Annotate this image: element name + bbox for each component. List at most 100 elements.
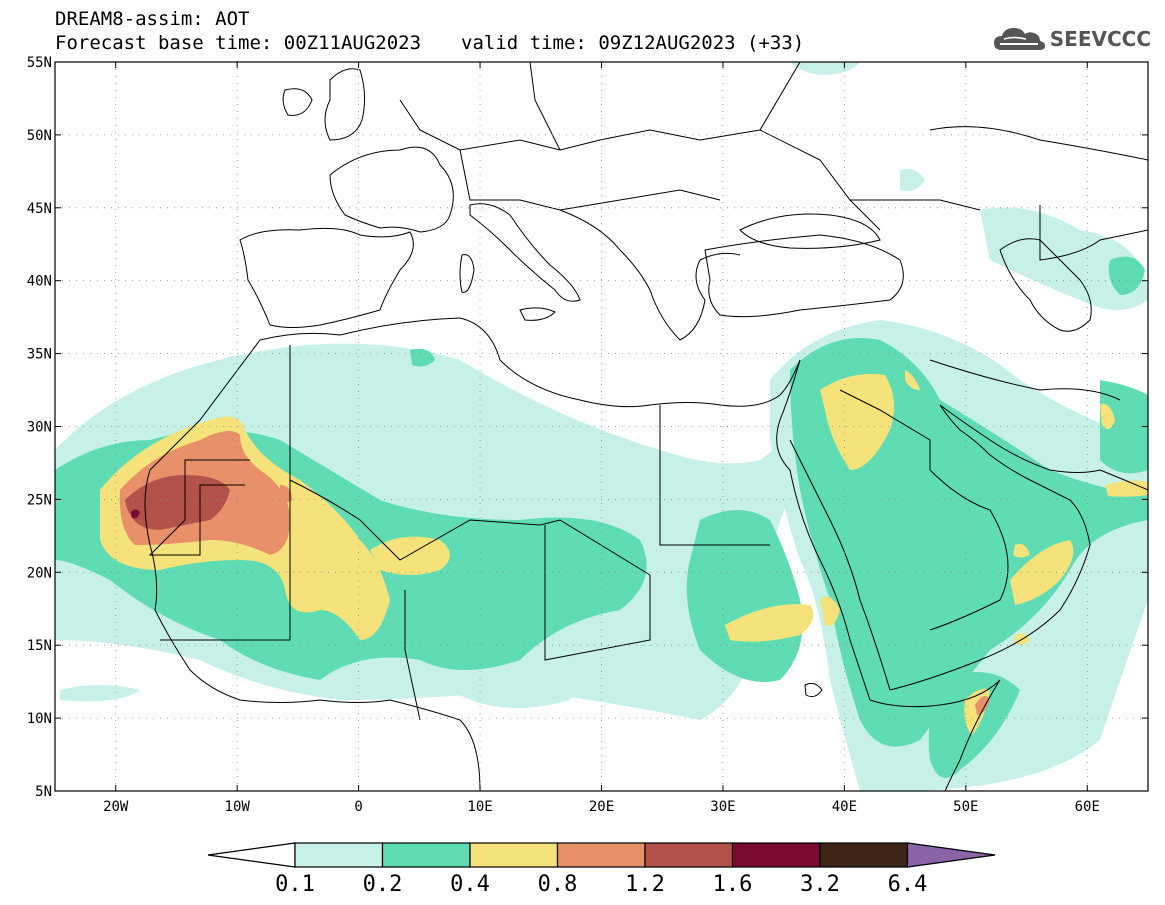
aot-level-1.6 [131,509,140,519]
logo-text: SEEVCCC [1049,27,1151,51]
lon-tick-label: 10E [467,799,492,815]
colorbar-segment [819,842,909,868]
lon-tick-label: 20E [589,799,614,815]
lat-tick-label: 50N [27,128,52,144]
colorbar-label: 0.8 [538,872,578,897]
colorbar-label: 1.6 [713,872,753,897]
coast-lake-victoria [804,682,823,698]
aot-area-0.8-somalia [975,696,990,715]
colorbar: 0.1 0.2 0.4 0.8 1.2 1.6 3.2 6.4 [207,842,996,897]
aot-area-0.4-iraq [820,374,894,470]
lat-tick-label: 25N [27,492,52,508]
coast-balkans [559,209,741,341]
lat-tick-label: 30N [27,420,52,436]
border-saudi [929,469,1009,631]
aot-area-1.6-peak [131,509,140,519]
aot-area-0.2-morocco [410,348,435,367]
colorbar-over-arrow [906,842,996,868]
border-libya-egypt [659,405,770,546]
border-iraq [839,389,931,470]
coast-sicily [519,307,556,321]
colorbar-under-arrow [207,842,296,868]
coast-horn [869,679,1001,791]
lon-tick-label: 20W [103,799,129,815]
seevccc-logo: SEEVCCC [992,24,1151,54]
coast-italy [469,203,581,302]
lon-tick-label: 40E [832,799,857,815]
aot-area-0.4-sudan [725,604,814,642]
coast-france [329,146,454,233]
lat-tick-label: 15N [27,638,52,654]
colorbar-label: 1.2 [625,872,665,897]
aot-area-0.2-caspian [1108,256,1145,295]
aot-area-0.4-chad [370,536,450,575]
colorbar-label: 3.2 [800,872,840,897]
aot-area-0.4-gulf [1100,404,1115,429]
border-kazakh [929,126,1148,161]
forecast-times: Forecast base time: 00Z11AUG2023 valid ti… [55,32,804,54]
colorbar-label: 6.4 [888,872,928,897]
lat-tick-label: 45N [27,201,52,217]
aot-area-0.1-north [900,168,925,192]
valid-time: valid time: 09Z12AUG2023 (+33) [461,32,805,54]
coast-west-africa [144,339,481,791]
coast-redsea-west [789,469,871,701]
lat-tick-label: 5N [35,784,52,800]
aot-fields [55,62,1148,791]
lon-tick-label: 30E [710,799,735,815]
map-grid [55,62,1148,791]
coastlines-borders [144,62,1148,791]
aot-level-1.2 [125,475,230,530]
lat-tick-label: 10N [27,711,52,727]
coast-iberia [239,227,414,328]
border-europe-3 [529,62,561,151]
coast-levant [776,359,801,471]
aot-area-1.2-westsahara [125,475,230,530]
border-central-asia [1039,205,1148,261]
aot-area-0.8-mauritania [280,485,292,503]
aot-area-0.1-topstrip [790,62,860,75]
lat-tick-label: 55N [27,55,52,71]
colorbar-label: 0.2 [363,872,403,897]
coast-north-africa [259,317,801,408]
border-algeria-niger [289,479,651,576]
aot-area-0.1-caspian [980,207,1148,310]
aot-area-0.4-iraq2 [905,370,920,390]
lon-axis: 20W 10W 0 10E 20E 30E 40E 50E 60E [103,62,1100,815]
colorbar-label: 0.4 [450,872,490,897]
lat-tick-label: 40N [27,274,52,290]
colorbar-segment [381,842,471,868]
colorbar-segment [556,842,646,868]
aot-area-0.4-pakistan [1105,480,1148,497]
aot-area-0.1-westafrica [60,685,140,702]
lon-tick-label: 60E [1075,799,1100,815]
colorbar-segment [731,842,821,868]
coast-blacksea [739,213,881,249]
aot-area-0.4-redsea [820,596,840,626]
coast-persian-gulf [939,404,1148,491]
colorbar-segment [294,842,384,868]
border-sudan [544,525,651,661]
colorbar-segment [644,842,734,868]
aot-area-0.4-oman2 [1013,543,1030,558]
lat-axis: 55N 50N 45N 40N 35N 30N 25N 20N 15N 10N 5N [27,55,1148,800]
coast-turkey [704,234,904,318]
coast-sardinia [459,254,475,293]
aot-area-0.4-oman [1010,540,1074,605]
cloud-logo-icon [993,28,1045,50]
coast-redsea-east [789,439,891,691]
border-europe-2 [459,149,721,211]
colorbar-segment [469,842,559,868]
product-title: DREAM8-assim: AOT [55,8,250,30]
base-time: Forecast base time: 00Z11AUG2023 [55,32,422,54]
colorbar-label: 0.1 [275,872,315,897]
border-russia [759,62,981,231]
lon-tick-label: 10W [225,799,251,815]
border-iran [929,359,1121,401]
coast-arabia [889,404,1091,691]
lon-tick-label: 0 [354,799,362,815]
border-sahara-1 [160,345,291,641]
lat-tick-label: 20N [27,565,52,581]
